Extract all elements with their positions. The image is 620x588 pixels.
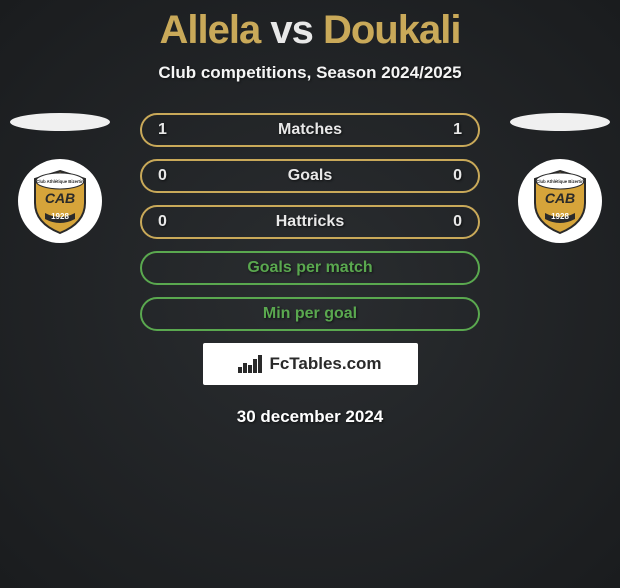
club-shield-icon: Club Athlétique Bizertin CAB 1928 xyxy=(529,167,591,235)
stat-value-left: 1 xyxy=(158,121,167,139)
stat-row: Goals per match xyxy=(140,251,480,285)
club-shield-icon: Club Athlétique Bizertin CAB 1928 xyxy=(29,167,91,235)
subtitle: Club competitions, Season 2024/2025 xyxy=(0,63,620,83)
stat-label: Hattricks xyxy=(142,213,478,231)
player1-country-badge xyxy=(10,113,110,131)
stat-value-right: 1 xyxy=(453,121,462,139)
stat-row: Min per goal xyxy=(140,297,480,331)
player2-club-badge: Club Athlétique Bizertin CAB 1928 xyxy=(518,159,602,243)
stats-column: 1Matches10Goals00Hattricks0Goals per mat… xyxy=(140,113,480,331)
stat-value-right: 0 xyxy=(453,213,462,231)
chart-icon xyxy=(238,355,263,373)
svg-text:CAB: CAB xyxy=(545,190,575,206)
player2-name: Doukali xyxy=(323,8,460,52)
player2-country-badge xyxy=(510,113,610,131)
vs-text: vs xyxy=(270,8,313,52)
svg-text:Club Athlétique Bizertin: Club Athlétique Bizertin xyxy=(36,179,84,184)
svg-text:Club Athlétique Bizertin: Club Athlétique Bizertin xyxy=(536,179,584,184)
left-badges: Club Athlétique Bizertin CAB 1928 xyxy=(10,113,110,243)
stat-value-right: 0 xyxy=(453,167,462,185)
stat-label: Matches xyxy=(142,121,478,139)
player1-name: Allela xyxy=(160,8,261,52)
svg-text:1928: 1928 xyxy=(51,212,69,221)
svg-text:1928: 1928 xyxy=(551,212,569,221)
stat-row: 0Goals0 xyxy=(140,159,480,193)
stat-label: Min per goal xyxy=(142,305,478,323)
date: 30 december 2024 xyxy=(0,407,620,427)
page-title: Allela vs Doukali xyxy=(0,8,620,53)
stat-label: Goals xyxy=(142,167,478,185)
svg-text:CAB: CAB xyxy=(45,190,75,206)
right-badges: Club Athlétique Bizertin CAB 1928 xyxy=(510,113,610,243)
stats-area: Club Athlétique Bizertin CAB 1928 Club A… xyxy=(0,113,620,427)
brand-box[interactable]: FcTables.com xyxy=(203,343,418,385)
player1-club-badge: Club Athlétique Bizertin CAB 1928 xyxy=(18,159,102,243)
stat-value-left: 0 xyxy=(158,213,167,231)
brand-text: FcTables.com xyxy=(269,354,381,374)
stat-row: 0Hattricks0 xyxy=(140,205,480,239)
stat-label: Goals per match xyxy=(142,259,478,277)
stat-row: 1Matches1 xyxy=(140,113,480,147)
stat-value-left: 0 xyxy=(158,167,167,185)
